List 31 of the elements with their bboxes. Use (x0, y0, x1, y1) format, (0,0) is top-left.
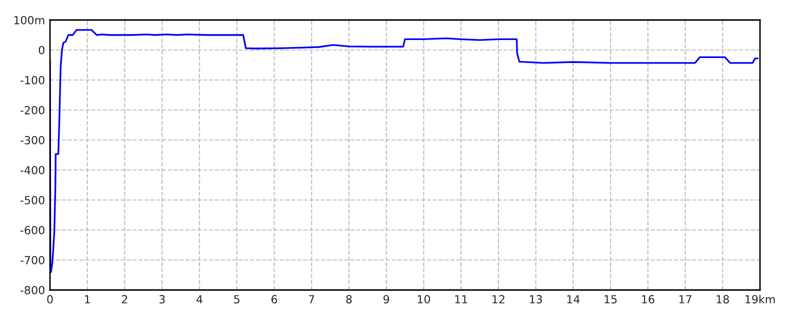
x-tick-label: 8 (346, 295, 352, 304)
x-tick-label: 12 (492, 295, 504, 304)
y-tick-label: 0 (38, 46, 44, 54)
y-tick-label: -100 (20, 76, 44, 84)
x-tick-label: 5 (234, 295, 240, 304)
x-tick-label: 19km (746, 294, 775, 304)
x-tick-label: 11 (455, 295, 468, 304)
x-tick-label: 4 (196, 295, 202, 304)
x-tick-label: 18 (716, 295, 729, 304)
x-tick-label: 13 (530, 295, 542, 304)
y-tick-label: -500 (20, 196, 44, 204)
x-tick-label: 15 (604, 295, 617, 304)
x-tick-label: 2 (122, 295, 128, 304)
y-tick-label: -400 (20, 166, 44, 174)
y-tick-label: -700 (20, 256, 44, 264)
y-tick-label: -200 (20, 106, 44, 114)
y-tick-label: -300 (20, 136, 44, 144)
x-tick-label: 1 (85, 295, 90, 304)
x-tick-label: 3 (159, 295, 165, 304)
x-tick-label: 10 (418, 295, 430, 304)
x-tick-label: 14 (567, 295, 580, 304)
y-tick-label: 100m (14, 16, 44, 24)
x-tick-label: 16 (642, 295, 654, 304)
x-tick-label: 0 (47, 295, 53, 304)
y-tick-label: -800 (20, 286, 44, 294)
x-tick-label: 7 (308, 295, 314, 304)
y-tick-label: -600 (20, 226, 44, 234)
line-series (50, 29, 759, 273)
x-tick-label: 9 (383, 295, 390, 304)
x-tick-label: 6 (271, 295, 278, 304)
x-tick-label: 17 (679, 295, 692, 304)
